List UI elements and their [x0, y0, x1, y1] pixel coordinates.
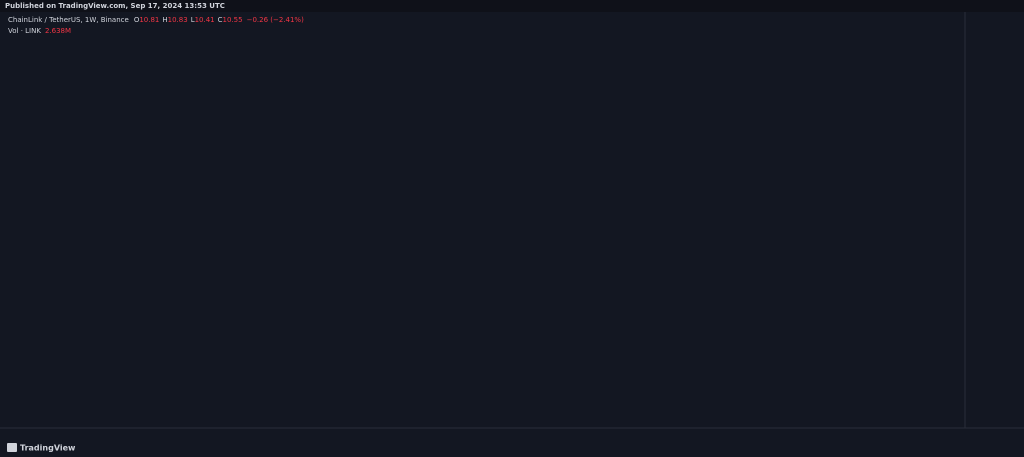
volume-name: Vol · LINK [8, 27, 41, 35]
ohlc-value: 10.55 [223, 16, 243, 24]
publish-note: Published on TradingView.com, Sep 17, 20… [5, 2, 225, 10]
ohlc-value: 10.41 [195, 16, 215, 24]
publish-bar [0, 0, 1024, 12]
brand-logo [7, 443, 17, 452]
volume-line: Vol · LINK 2.638M [8, 27, 71, 35]
ohlc-letter: C [218, 16, 223, 24]
symbol: ChainLink / TetherUS, 1W, Binance [8, 16, 129, 24]
change: −0.26 (−2.41%) [247, 16, 305, 24]
volume-last: 2.638M [45, 27, 71, 35]
ohlc-letter: H [162, 16, 167, 24]
ohlc-letter: O [134, 16, 140, 24]
brand: TradingView [20, 444, 76, 453]
ohlc-value: 10.81 [139, 16, 159, 24]
ohlc-letter: L [191, 16, 195, 24]
symbol-line: ChainLink / TetherUS, 1W, Binance O10.81 H… [8, 16, 304, 24]
ohlc-value: 10.83 [168, 16, 188, 24]
